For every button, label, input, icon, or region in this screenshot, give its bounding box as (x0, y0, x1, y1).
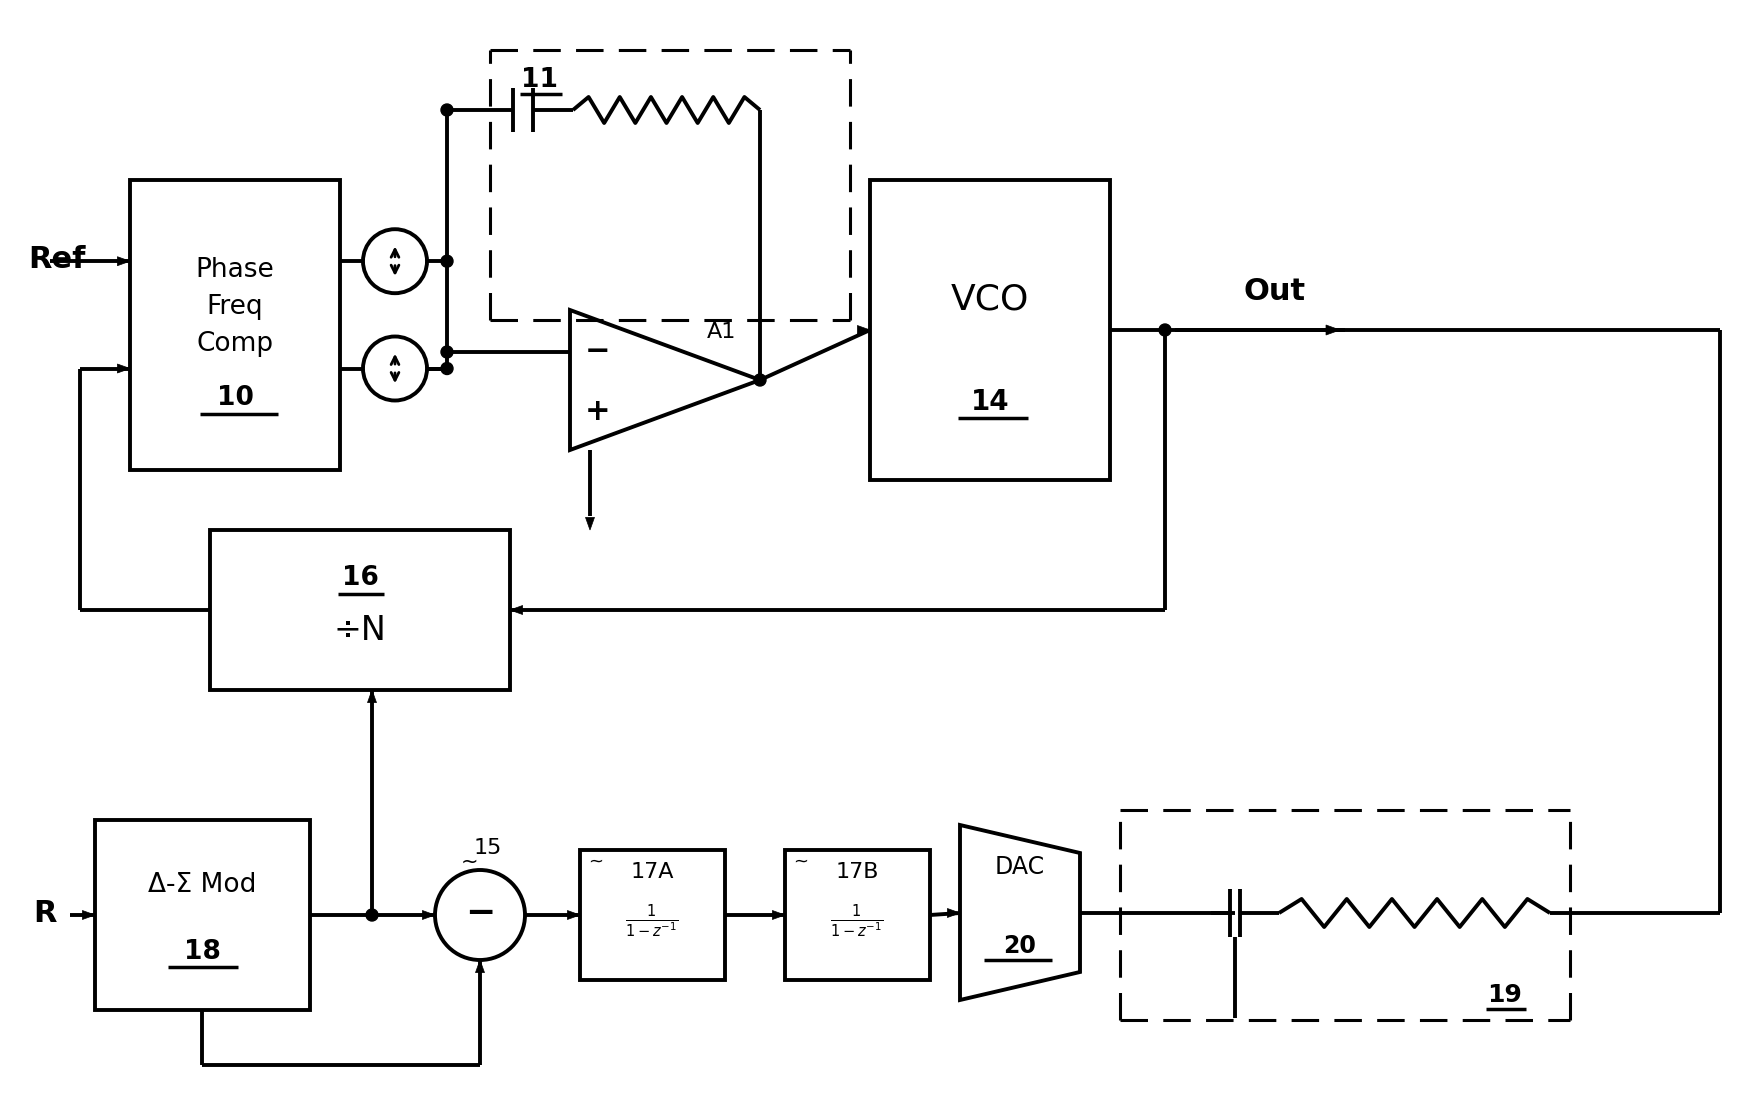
Polygon shape (1326, 325, 1340, 335)
Text: Out: Out (1244, 278, 1305, 306)
Text: ÷N: ÷N (333, 614, 386, 646)
Bar (94, 820, 311, 1010)
Text: 14: 14 (970, 388, 1009, 416)
Bar (209, 529, 510, 690)
Circle shape (435, 870, 525, 960)
Polygon shape (510, 605, 522, 615)
Polygon shape (567, 910, 579, 919)
Text: 18: 18 (183, 939, 220, 965)
Polygon shape (368, 690, 377, 703)
Text: Phase: Phase (195, 258, 274, 283)
Bar (579, 850, 724, 980)
Text: ~: ~ (792, 852, 808, 871)
Polygon shape (586, 517, 595, 529)
Polygon shape (475, 960, 485, 972)
Text: 15: 15 (475, 838, 503, 858)
Polygon shape (773, 910, 785, 919)
Text: Δ-Σ Mod: Δ-Σ Mod (148, 872, 257, 898)
Text: DAC: DAC (995, 855, 1045, 879)
Circle shape (441, 363, 454, 374)
Polygon shape (117, 256, 129, 265)
Polygon shape (960, 825, 1080, 1000)
Bar (871, 180, 1110, 480)
Text: 10: 10 (216, 385, 253, 411)
Text: −: − (585, 337, 611, 366)
Text: +: + (585, 397, 611, 426)
Polygon shape (82, 910, 94, 919)
Circle shape (366, 909, 379, 921)
Circle shape (363, 229, 428, 293)
Circle shape (441, 255, 454, 268)
Text: $\frac{1}{1-z^{-1}}$: $\frac{1}{1-z^{-1}}$ (831, 902, 883, 939)
Circle shape (441, 346, 454, 359)
Bar (129, 180, 340, 470)
Text: 20: 20 (1003, 934, 1037, 958)
Bar (785, 850, 930, 980)
Text: 16: 16 (342, 565, 379, 591)
Text: 19: 19 (1487, 983, 1522, 1007)
Circle shape (363, 336, 428, 401)
Text: A1: A1 (707, 322, 736, 342)
Circle shape (441, 104, 454, 117)
Text: 17A: 17A (630, 862, 674, 882)
Text: $\frac{1}{1-z^{-1}}$: $\frac{1}{1-z^{-1}}$ (625, 902, 679, 939)
Text: ~: ~ (588, 852, 604, 871)
Text: ~: ~ (461, 852, 478, 872)
Polygon shape (948, 908, 960, 918)
Text: VCO: VCO (951, 283, 1030, 317)
Text: 17B: 17B (836, 862, 879, 882)
Text: Comp: Comp (197, 331, 274, 357)
Text: Freq: Freq (206, 294, 263, 320)
Circle shape (754, 374, 766, 386)
Polygon shape (117, 364, 129, 373)
Text: −: − (464, 896, 496, 930)
Text: 11: 11 (522, 67, 558, 93)
Text: R: R (33, 898, 58, 928)
Polygon shape (422, 910, 435, 919)
Text: Ref: Ref (28, 244, 86, 274)
Circle shape (1159, 324, 1171, 336)
Polygon shape (857, 325, 871, 334)
